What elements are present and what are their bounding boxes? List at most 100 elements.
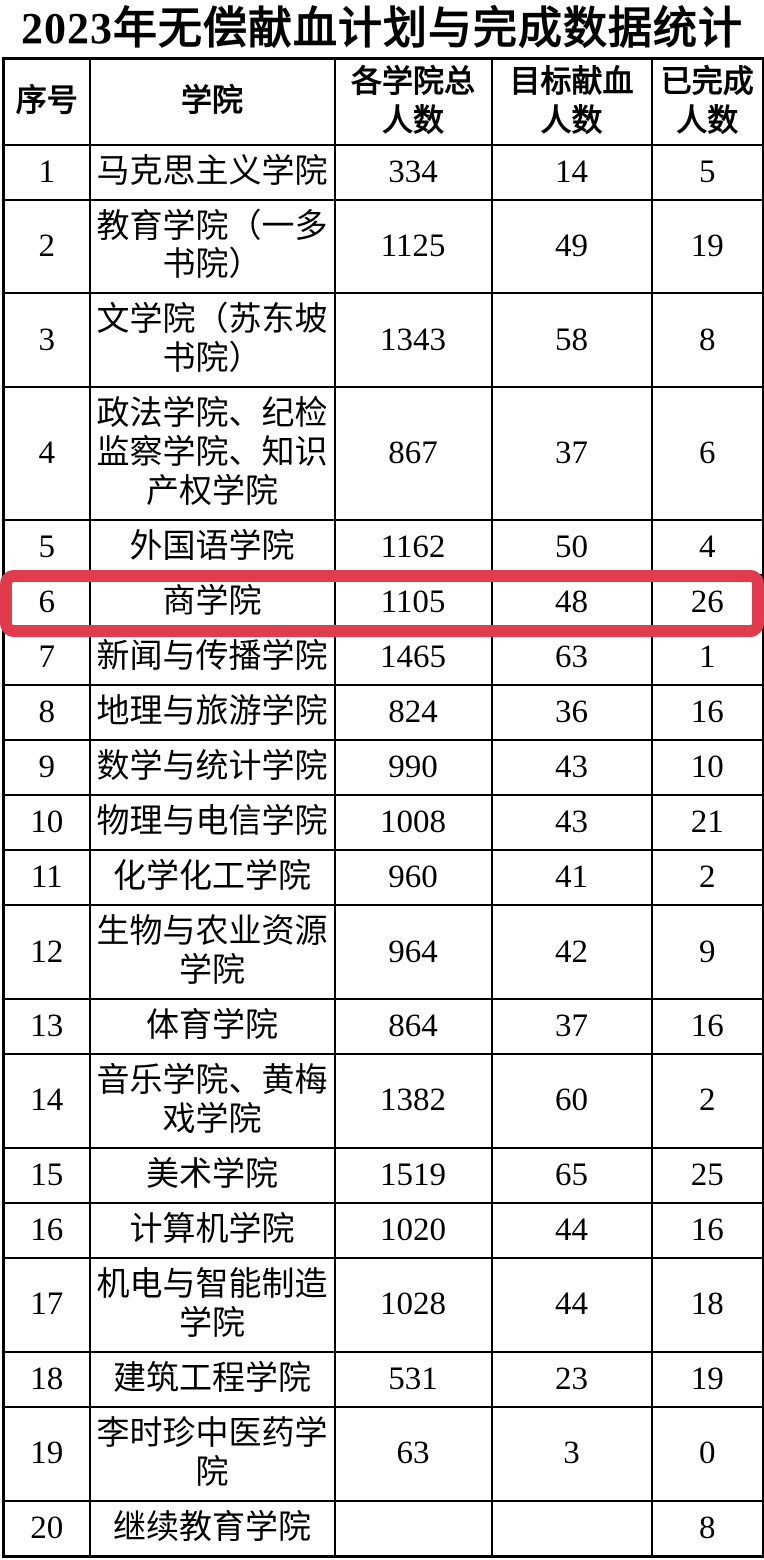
cell-total: 1519	[335, 1148, 492, 1203]
cell-no: 2	[4, 200, 90, 294]
cell-target: 48	[492, 575, 652, 630]
cell-target: 44	[492, 1258, 652, 1352]
cell-college: 数学与统计学院	[90, 740, 335, 795]
cell-college: 物理与电信学院	[90, 795, 335, 850]
cell-target: 37	[492, 999, 652, 1054]
cell-target: 60	[492, 1054, 652, 1148]
cell-college: 马克思主义学院	[90, 145, 335, 200]
cell-target: 44	[492, 1203, 652, 1258]
cell-college: 继续教育学院	[90, 1501, 335, 1556]
col-header-done: 已完成人数	[652, 59, 764, 145]
table-row: 10物理与电信学院10084321	[4, 795, 764, 850]
cell-no: 17	[4, 1258, 90, 1352]
cell-done: 26	[652, 575, 764, 630]
cell-college: 建筑工程学院	[90, 1352, 335, 1407]
table-row: 15美术学院15196525	[4, 1148, 764, 1203]
cell-target: 37	[492, 387, 652, 520]
cell-total: 1382	[335, 1054, 492, 1148]
cell-total: 531	[335, 1352, 492, 1407]
table-row: 5外国语学院1162504	[4, 520, 764, 575]
page: 2023年无偿献血计划与完成数据统计 序号 学院 各学院总人数 目标献血人数 已…	[0, 0, 764, 1558]
cell-no: 13	[4, 999, 90, 1054]
cell-done: 19	[652, 200, 764, 294]
table-row: 6商学院11054826	[4, 575, 764, 630]
cell-done: 21	[652, 795, 764, 850]
table-row: 4政法学院、纪检监察学院、知识产权学院867376	[4, 387, 764, 520]
cell-done: 18	[652, 1258, 764, 1352]
cell-total: 1465	[335, 630, 492, 685]
cell-target: 43	[492, 740, 652, 795]
cell-done: 2	[652, 1054, 764, 1148]
cell-total: 1343	[335, 293, 492, 387]
cell-target: 14	[492, 145, 652, 200]
table-row: 20继续教育学院8	[4, 1501, 764, 1556]
cell-no: 8	[4, 685, 90, 740]
cell-no: 18	[4, 1352, 90, 1407]
cell-no: 7	[4, 630, 90, 685]
cell-total: 63	[335, 1407, 492, 1501]
table-row: 2教育学院（一多书院）11254919	[4, 200, 764, 294]
cell-done: 2	[652, 850, 764, 905]
cell-college: 文学院（苏东坡书院）	[90, 293, 335, 387]
cell-done: 8	[652, 293, 764, 387]
cell-target: 36	[492, 685, 652, 740]
table-row: 1马克思主义学院334145	[4, 145, 764, 200]
table-row: 8地理与旅游学院8243616	[4, 685, 764, 740]
cell-total: 964	[335, 905, 492, 999]
cell-total	[335, 1501, 492, 1556]
cell-done: 6	[652, 387, 764, 520]
cell-total: 864	[335, 999, 492, 1054]
cell-target: 42	[492, 905, 652, 999]
cell-college: 计算机学院	[90, 1203, 335, 1258]
col-header-college: 学院	[90, 59, 335, 145]
cell-no: 11	[4, 850, 90, 905]
col-header-target: 目标献血人数	[492, 59, 652, 145]
cell-done: 10	[652, 740, 764, 795]
cell-college: 机电与智能制造学院	[90, 1258, 335, 1352]
cell-done: 9	[652, 905, 764, 999]
cell-target: 63	[492, 630, 652, 685]
cell-target: 65	[492, 1148, 652, 1203]
cell-no: 1	[4, 145, 90, 200]
cell-no: 14	[4, 1054, 90, 1148]
cell-no: 5	[4, 520, 90, 575]
cell-college: 音乐学院、黄梅戏学院	[90, 1054, 335, 1148]
table-row: 18建筑工程学院5312319	[4, 1352, 764, 1407]
cell-total: 1028	[335, 1258, 492, 1352]
cell-total: 334	[335, 145, 492, 200]
cell-college: 美术学院	[90, 1148, 335, 1203]
cell-no: 15	[4, 1148, 90, 1203]
cell-college: 李时珍中医药学院	[90, 1407, 335, 1501]
table-row: 9数学与统计学院9904310	[4, 740, 764, 795]
cell-total: 1105	[335, 575, 492, 630]
cell-done: 19	[652, 1352, 764, 1407]
table-row: 13体育学院8643716	[4, 999, 764, 1054]
cell-college: 外国语学院	[90, 520, 335, 575]
blood-donation-table: 序号 学院 各学院总人数 目标献血人数 已完成人数 1马克思主义学院334145…	[2, 57, 764, 1558]
cell-target: 58	[492, 293, 652, 387]
cell-no: 19	[4, 1407, 90, 1501]
table-row: 3文学院（苏东坡书院）1343588	[4, 293, 764, 387]
header-row: 序号 学院 各学院总人数 目标献血人数 已完成人数	[4, 59, 764, 145]
cell-total: 824	[335, 685, 492, 740]
cell-no: 12	[4, 905, 90, 999]
table-row: 11化学化工学院960412	[4, 850, 764, 905]
cell-college: 地理与旅游学院	[90, 685, 335, 740]
table-row: 7新闻与传播学院1465631	[4, 630, 764, 685]
cell-done: 5	[652, 145, 764, 200]
cell-no: 6	[4, 575, 90, 630]
table-header: 序号 学院 各学院总人数 目标献血人数 已完成人数	[4, 59, 764, 145]
table-row: 14音乐学院、黄梅戏学院1382602	[4, 1054, 764, 1148]
cell-college: 商学院	[90, 575, 335, 630]
cell-target: 50	[492, 520, 652, 575]
cell-college: 新闻与传播学院	[90, 630, 335, 685]
table-row: 19李时珍中医药学院6330	[4, 1407, 764, 1501]
cell-total: 990	[335, 740, 492, 795]
cell-no: 20	[4, 1501, 90, 1556]
cell-done: 16	[652, 1203, 764, 1258]
cell-target: 43	[492, 795, 652, 850]
table-row: 17机电与智能制造学院10284418	[4, 1258, 764, 1352]
cell-total: 1125	[335, 200, 492, 294]
table-body: 1马克思主义学院3341452教育学院（一多书院）112549193文学院（苏东…	[4, 145, 764, 1557]
col-header-total: 各学院总人数	[335, 59, 492, 145]
